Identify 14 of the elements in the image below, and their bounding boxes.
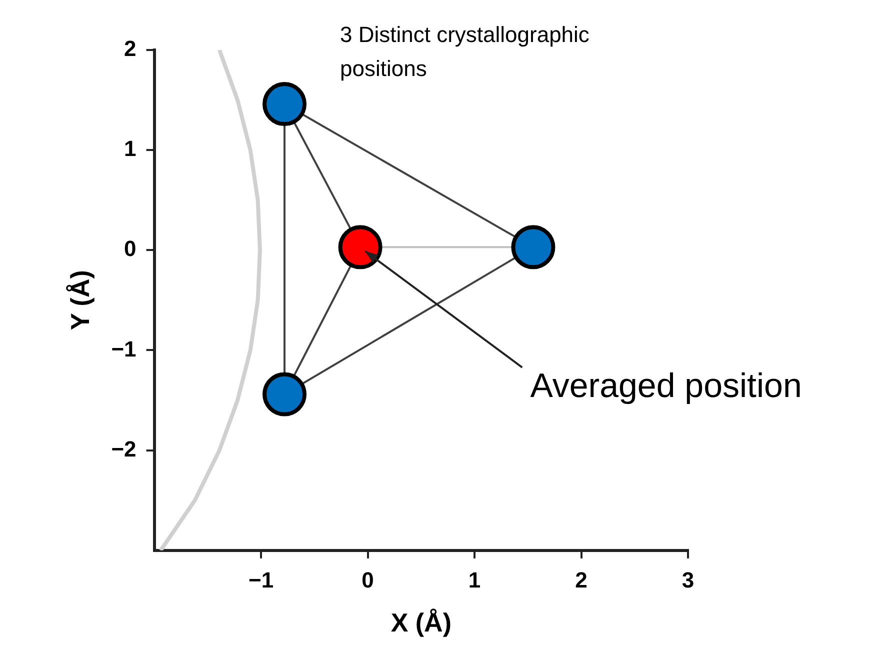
y-tick-label: 0 [124,236,136,262]
x-axis-title: X (Å) [390,608,452,638]
x-tick-label: −1 [248,568,274,593]
x-tick-label: 3 [682,568,694,593]
y-tick-label: 2 [124,36,136,62]
x-tick-label: 0 [362,568,374,593]
y-tick-label: −1 [111,336,136,362]
annotation: 3 Distinct crystallographic positions [340,22,590,81]
y-axis-title: Y (Å) [64,270,95,330]
y-tick-label: −2 [111,436,136,462]
x-tick-label: 2 [575,568,588,593]
x-tick-label: 1 [468,568,481,593]
y-tick-label: 1 [124,136,136,162]
annotation: Averaged position [530,367,802,406]
